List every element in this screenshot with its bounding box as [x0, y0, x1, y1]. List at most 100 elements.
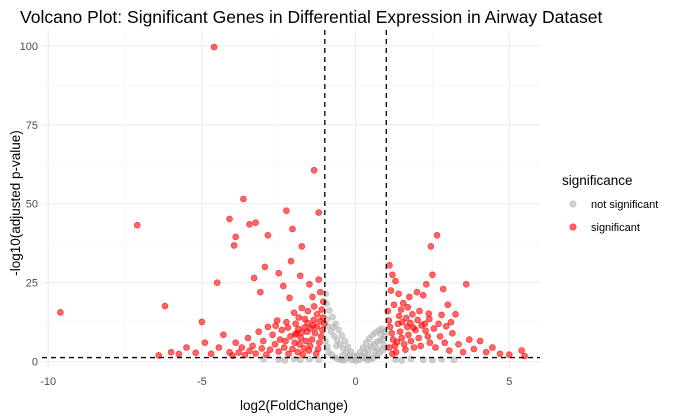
point-significant	[306, 281, 312, 287]
legend-title: significance	[562, 173, 633, 188]
y-tick-label: 75	[26, 120, 38, 132]
x-tick-label: 0	[352, 376, 358, 388]
point-significant	[460, 349, 466, 355]
point-significant	[446, 348, 452, 354]
point-significant	[233, 234, 239, 240]
point-not-significant	[399, 357, 405, 363]
point-significant	[401, 341, 407, 347]
point-significant	[406, 294, 412, 300]
point-significant	[296, 315, 302, 321]
point-significant	[405, 304, 411, 310]
y-tick-label: 0	[32, 357, 38, 369]
point-significant	[298, 335, 304, 341]
point-not-significant	[282, 357, 288, 363]
point-significant	[316, 277, 322, 283]
point-significant	[253, 220, 259, 226]
point-significant	[483, 349, 489, 355]
point-significant	[497, 351, 503, 357]
point-significant	[292, 332, 298, 338]
x-axis-ticks: -10 -5 0 5	[40, 376, 512, 388]
point-significant	[287, 295, 293, 301]
point-significant	[272, 341, 278, 347]
point-significant	[295, 326, 301, 332]
point-significant	[193, 350, 199, 356]
point-significant	[318, 333, 324, 339]
point-significant	[426, 311, 432, 317]
point-significant	[396, 291, 402, 297]
point-significant	[286, 351, 292, 357]
point-significant	[236, 350, 242, 356]
point-significant	[463, 281, 469, 287]
point-significant	[245, 335, 251, 341]
point-significant	[411, 345, 417, 351]
point-not-significant	[408, 356, 414, 362]
point-significant	[290, 346, 296, 352]
point-significant	[259, 345, 265, 351]
point-significant	[436, 321, 442, 327]
point-significant	[291, 310, 297, 316]
point-not-significant	[330, 324, 336, 330]
point-significant	[445, 302, 451, 308]
point-significant	[240, 196, 246, 202]
point-significant	[308, 326, 314, 332]
point-significant	[292, 340, 298, 346]
point-significant	[276, 349, 282, 355]
point-not-significant	[291, 356, 297, 362]
point-significant	[427, 340, 433, 346]
legend: significance not significant significant	[562, 173, 658, 234]
legend-key-significant	[570, 224, 576, 230]
point-significant	[305, 308, 311, 314]
point-significant	[263, 352, 269, 358]
point-not-significant	[366, 352, 372, 358]
point-significant	[456, 341, 462, 347]
point-not-significant	[378, 331, 384, 337]
point-significant	[420, 292, 426, 298]
point-significant	[267, 347, 273, 353]
plot-area: -10 -5 0 5 0 25 50 75 100	[20, 30, 540, 388]
point-significant	[283, 208, 289, 214]
legend-label-not-significant: not significant	[591, 199, 658, 211]
x-axis-label: log2(FoldChange)	[240, 398, 348, 413]
point-significant	[417, 308, 423, 314]
point-significant	[433, 345, 439, 351]
point-significant	[316, 210, 322, 216]
point-significant	[440, 286, 446, 292]
point-significant	[409, 311, 415, 317]
point-significant	[471, 346, 477, 352]
point-significant	[434, 232, 440, 238]
point-significant	[134, 222, 140, 228]
point-significant	[199, 319, 205, 325]
point-significant	[253, 351, 259, 357]
point-significant	[216, 345, 222, 351]
point-significant	[386, 345, 392, 351]
point-significant	[233, 340, 239, 346]
point-significant	[403, 315, 409, 321]
chart-title: Volcano Plot: Significant Genes in Diffe…	[20, 7, 602, 27]
point-significant	[265, 232, 271, 238]
point-significant	[317, 318, 323, 324]
point-significant	[312, 330, 318, 336]
point-significant	[398, 307, 404, 313]
point-significant	[262, 264, 268, 270]
point-significant	[423, 281, 429, 287]
point-significant	[168, 349, 174, 355]
point-significant	[297, 273, 303, 279]
point-significant	[519, 348, 525, 354]
point-significant	[317, 289, 323, 295]
point-significant	[423, 328, 429, 334]
point-significant	[388, 288, 394, 294]
point-significant	[316, 340, 322, 346]
point-significant	[396, 313, 402, 319]
point-significant	[251, 275, 257, 281]
point-significant	[437, 333, 443, 339]
x-tick-label: -5	[197, 376, 207, 388]
point-significant	[453, 311, 459, 317]
point-significant	[202, 340, 208, 346]
point-significant	[506, 352, 512, 358]
point-significant	[419, 322, 425, 328]
y-tick-label: 100	[20, 41, 38, 53]
x-tick-label: 5	[506, 376, 512, 388]
point-not-significant	[330, 314, 336, 320]
point-significant	[265, 324, 271, 330]
legend-key-not-significant	[570, 201, 576, 207]
